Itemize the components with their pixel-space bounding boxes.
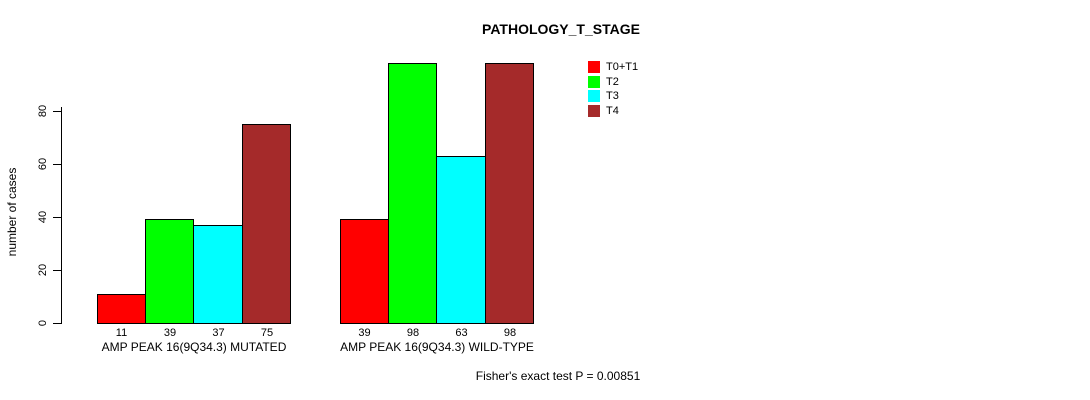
bar-t0-t1 [340,219,389,324]
y-tick-mark [53,164,61,165]
group-label: AMP PEAK 16(9Q34.3) MUTATED [101,340,287,354]
bar-t3 [436,156,486,324]
legend-swatch-t3 [588,90,600,102]
legend-swatch-t4 [588,104,600,117]
y-tick-label: 60 [37,157,49,171]
y-tick-label: 80 [37,104,49,118]
bar-t4 [485,63,534,324]
legend-label: T3 [606,90,619,102]
chart-title: PATHOLOGY_T_STAGE [482,21,640,37]
legend: T0+T1 T2 T3 T4 [588,61,638,117]
group-label: AMP PEAK 16(9Q34.3) WILD-TYPE [340,340,534,354]
bar-t2 [145,219,194,324]
legend-row: T2 [588,75,638,88]
legend-row: T3 [588,90,638,102]
bar-value-label: 11 [115,327,128,339]
y-tick-mark [53,323,61,324]
legend-row: T0+T1 [588,61,638,73]
bar-t0-t1 [97,294,146,324]
y-tick-mark [53,217,61,218]
bar-value-label: 39 [163,327,177,339]
y-tick-label: 0 [37,319,49,327]
y-tick-mark [53,111,61,112]
bar-value-label: 75 [260,327,274,339]
y-tick-label: 20 [37,263,49,277]
bar-value-label: 39 [358,327,371,339]
bar-value-label: 37 [212,327,225,339]
y-axis-line [61,107,62,324]
y-tick-mark [53,270,61,271]
legend-label: T2 [606,75,619,88]
legend-row: T4 [588,104,638,117]
y-axis-label: number of cases [5,167,19,257]
bar-t2 [388,63,437,324]
bar-t3 [193,225,243,324]
legend-swatch-t2 [588,75,600,88]
fisher-test-note: Fisher's exact test P = 0.00851 [475,369,641,383]
bar-t4 [242,124,291,324]
bar-value-label: 98 [503,327,517,339]
bar-value-label: 63 [455,327,468,339]
legend-swatch-t0-t1 [588,61,600,73]
legend-label: T4 [606,104,619,117]
y-tick-label: 40 [37,210,49,224]
bar-value-label: 98 [406,327,420,339]
legend-label: T0+T1 [606,61,639,73]
